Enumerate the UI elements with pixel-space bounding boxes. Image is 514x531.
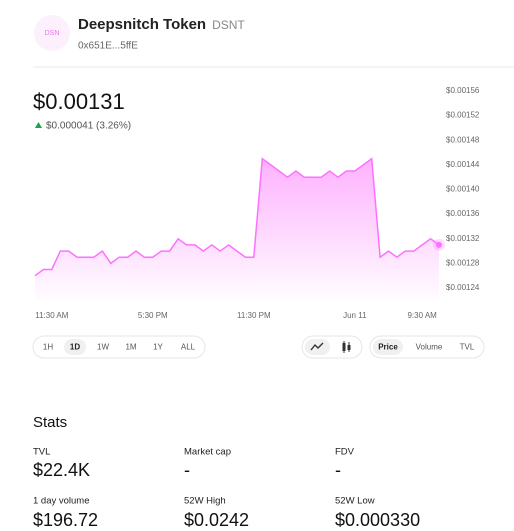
range-selected xyxy=(64,339,86,355)
last-point xyxy=(436,241,442,248)
range-button[interactable]: 1Y xyxy=(153,343,163,352)
price-area xyxy=(35,158,439,300)
stat-label: TVL xyxy=(33,447,50,458)
stat-label: 1 day volume xyxy=(33,496,90,507)
range-group xyxy=(32,335,206,359)
metric-button[interactable]: Volume xyxy=(416,343,443,352)
stat-value: $0.000330 xyxy=(335,510,420,530)
line-chart-icon[interactable] xyxy=(310,342,324,351)
y-tick-label: $0.00152 xyxy=(446,111,480,120)
stat-value: $196.72 xyxy=(33,510,98,530)
stat-label: Market cap xyxy=(184,447,231,458)
token-symbol: DSNT xyxy=(212,18,245,32)
token-name: Deepsnitch Token xyxy=(78,16,206,33)
range-button[interactable]: 1W xyxy=(97,343,109,352)
range-button[interactable]: 1D xyxy=(70,343,80,352)
y-tick-label: $0.00156 xyxy=(446,86,480,95)
y-tick-label: $0.00148 xyxy=(446,135,480,144)
stat-value: - xyxy=(335,460,341,480)
range-buttons: 1H 1D 1W 1M 1Y ALL xyxy=(43,339,196,355)
up-arrow xyxy=(35,122,42,128)
metric-buttons: Price Volume TVL xyxy=(373,339,475,355)
y-tick-label: $0.00128 xyxy=(446,258,480,267)
candle-body xyxy=(342,343,346,351)
stats-title: Stats xyxy=(33,414,67,431)
y-tick-label: $0.00144 xyxy=(446,160,480,169)
x-tick-label: 9:30 AM xyxy=(407,311,437,320)
x-tick-label: 11:30 PM xyxy=(237,311,271,320)
y-tick-label: $0.00132 xyxy=(446,234,480,243)
token-address[interactable]: 0x651E...5ffE xyxy=(78,41,138,52)
stat-label: FDV xyxy=(335,447,355,458)
y-tick-label: $0.00140 xyxy=(446,185,480,194)
price-line xyxy=(34,157,440,277)
candle-body xyxy=(347,345,351,350)
stat-value: $0.0242 xyxy=(184,510,249,530)
y-tick-label: $0.00124 xyxy=(446,283,480,292)
y-tick-label: $0.00136 xyxy=(446,209,480,218)
stat-label: 52W Low xyxy=(335,496,375,507)
x-tick-label: 5:30 PM xyxy=(138,311,168,320)
stat-label: 52W High xyxy=(184,496,226,507)
price: $0.00131 xyxy=(33,89,125,114)
stat-value: $22.4K xyxy=(33,460,90,480)
metric-button[interactable]: TVL xyxy=(460,343,475,352)
range-button[interactable]: 1M xyxy=(125,343,136,352)
stat-value: - xyxy=(184,460,190,480)
price-change: $0.000041 (3.26%) xyxy=(46,121,131,132)
range-button[interactable]: ALL xyxy=(181,343,196,352)
candle-chart-icon[interactable] xyxy=(342,341,351,353)
x-tick-label: Jun 11 xyxy=(343,311,367,320)
chart: $0.00124 $0.00128 $0.00132 $0.00136 $0.00140… xyxy=(34,86,480,320)
metric-button[interactable]: Price xyxy=(378,343,398,352)
range-button[interactable]: 1H xyxy=(43,343,53,352)
token-icon xyxy=(34,15,70,51)
x-tick-label: 11:30 AM xyxy=(35,311,69,320)
token-icon-text: DSN xyxy=(45,30,60,37)
stats-grid: TVL $22.4K Market cap - FDV - 1 day volume $196… xyxy=(33,447,420,530)
metric-selected xyxy=(373,339,403,355)
